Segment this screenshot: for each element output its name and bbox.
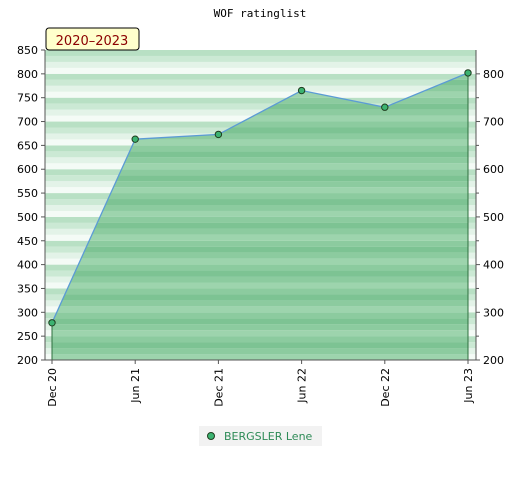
data-point	[381, 103, 389, 111]
area-layer	[51, 72, 469, 360]
data-point	[464, 69, 472, 77]
area-band	[52, 258, 468, 265]
background-band	[45, 91, 476, 98]
area-band	[52, 205, 468, 211]
legend: BERGSLER Lene	[199, 426, 322, 446]
area-band	[52, 163, 468, 170]
area-band	[52, 324, 468, 331]
area-band	[52, 336, 468, 343]
area-band	[52, 252, 468, 259]
area-band	[52, 294, 468, 301]
y-tick-label-left: 300	[17, 306, 38, 319]
area-band	[52, 276, 468, 283]
background-band	[45, 67, 476, 74]
area-band	[52, 175, 468, 182]
area-band	[52, 312, 468, 319]
series-line	[51, 72, 469, 324]
area-band	[52, 127, 468, 134]
area-band	[52, 222, 468, 229]
background-band	[45, 50, 476, 56]
area-band	[52, 282, 468, 289]
y-tick-label-right: 300	[483, 306, 504, 319]
area-band	[52, 210, 468, 217]
area-band	[52, 264, 468, 271]
background-band	[45, 73, 476, 80]
area-fill	[52, 72, 468, 360]
x-tick-label: Jun 23	[462, 368, 475, 404]
background-band	[45, 85, 476, 92]
x-tick-label: Dec 21	[212, 368, 225, 407]
chart-title: WOF ratinglist	[214, 7, 307, 20]
background-band	[45, 61, 476, 68]
area-band	[52, 288, 468, 295]
area-band	[52, 342, 468, 349]
y-tick-label-left: 750	[17, 92, 38, 105]
area-band	[52, 354, 468, 360]
y-tick-label-left: 550	[17, 187, 38, 200]
y-tick-label-left: 850	[17, 44, 38, 57]
area-band	[52, 199, 468, 205]
area-band	[52, 151, 468, 158]
area-band	[52, 228, 468, 235]
x-tick-label: Jun 22	[296, 368, 309, 404]
background-band	[45, 103, 476, 110]
area-band	[52, 121, 468, 128]
area-band	[52, 115, 468, 122]
area-band	[52, 181, 468, 188]
area-band	[52, 306, 468, 313]
y-tick-label-right: 200	[483, 354, 504, 367]
area-band	[52, 318, 468, 325]
area-band	[52, 246, 468, 253]
y-tick-label-left: 500	[17, 211, 38, 224]
background-band	[45, 79, 476, 86]
period-badge-label: 2020–2023	[56, 34, 129, 49]
background-band	[45, 55, 476, 62]
area-band	[52, 348, 468, 355]
y-tick-label-left: 200	[17, 354, 38, 367]
area-band	[52, 193, 468, 200]
area-band	[52, 270, 468, 277]
data-point	[297, 86, 306, 95]
legend-marker	[207, 432, 215, 440]
y-tick-label-left: 800	[17, 68, 38, 81]
y-tick-label-left: 650	[17, 139, 38, 152]
area-band	[52, 330, 468, 337]
data-point	[48, 319, 56, 327]
y-tick-label-right: 600	[483, 163, 504, 176]
area-band	[52, 145, 468, 152]
area-band	[52, 240, 468, 247]
y-tick-label-left: 400	[17, 259, 38, 272]
legend-label: BERGSLER Lene	[224, 430, 313, 443]
y-tick-label-right: 700	[483, 116, 504, 129]
y-tick-label-left: 250	[17, 330, 38, 343]
area-band	[52, 216, 468, 223]
data-point	[214, 130, 223, 139]
y-tick-label-left: 350	[17, 282, 38, 295]
y-tick-label-left: 700	[17, 116, 38, 129]
data-point	[131, 135, 139, 143]
period-badge: 2020–2023	[45, 27, 140, 51]
y-tick-label-right: 400	[483, 259, 504, 272]
axes: 200 250 300 350 400 450 500 550 600 650 700 750 800 8…	[17, 44, 504, 407]
area-band	[52, 169, 468, 176]
y-tick-label-right: 800	[483, 68, 504, 81]
area-band	[52, 300, 468, 307]
y-tick-label-left: 600	[17, 163, 38, 176]
area-band	[52, 133, 468, 140]
x-tick-label: Jun 21	[129, 368, 142, 404]
x-tick-label: Dec 22	[379, 368, 392, 407]
area-band	[52, 139, 468, 146]
data-markers	[48, 69, 472, 327]
area-band	[52, 234, 468, 241]
background-band	[45, 97, 476, 104]
x-tick-label: Dec 20	[46, 368, 59, 407]
y-tick-label-left: 450	[17, 235, 38, 248]
y-tick-label-right: 500	[483, 211, 504, 224]
area-band	[52, 157, 468, 164]
area-band	[52, 187, 468, 194]
